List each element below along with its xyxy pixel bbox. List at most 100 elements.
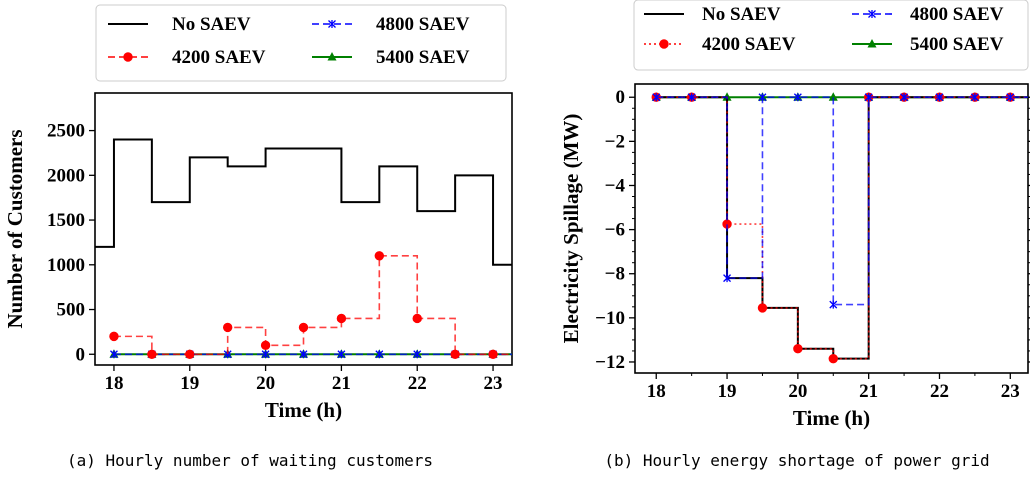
data-point-marker — [652, 93, 661, 102]
legend-label: 4800 SAEV — [910, 4, 1004, 25]
legend-label: No SAEV — [172, 14, 251, 35]
data-point — [185, 349, 195, 359]
figure-caption: (b) Hourly energy shortage of power grid — [604, 451, 989, 470]
legend-marker — [327, 52, 337, 61]
legend-label: No SAEV — [702, 4, 781, 25]
x-tick-label: 22 — [930, 381, 949, 402]
legend: No SAEV 4200 SAEV 4800 SAEV 5400 SAEV — [633, 0, 1029, 71]
data-point — [828, 353, 838, 364]
data-point-marker — [450, 349, 460, 359]
y-tick-label: 1000 — [47, 255, 85, 276]
legend-item: 4800 SAEV — [852, 4, 1004, 25]
legend-marker — [659, 39, 669, 49]
series-line — [656, 96, 1028, 360]
legend-item: 5400 SAEV — [852, 34, 1004, 55]
data-point — [450, 349, 460, 359]
data-point — [299, 350, 308, 359]
data-point — [336, 313, 347, 324]
y-tick-label: 1500 — [47, 210, 85, 231]
y-axis-label: Electricity Spillage (MW) — [559, 114, 583, 344]
legend-item: 4800 SAEV — [312, 14, 470, 35]
data-point — [970, 93, 979, 102]
data-point-marker — [828, 353, 838, 364]
data-point — [687, 93, 696, 102]
legend-marker — [867, 39, 877, 48]
data-point — [260, 340, 271, 351]
legend-label: 4200 SAEV — [172, 47, 266, 68]
data-point-marker — [757, 303, 768, 313]
data-point-marker — [222, 322, 233, 333]
data-point-marker — [374, 251, 385, 261]
data-point — [652, 93, 661, 102]
figure-caption: (a) Hourly number of waiting customers — [67, 451, 433, 470]
data-point — [298, 322, 309, 333]
series-line — [95, 138, 512, 266]
data-point-marker — [828, 92, 838, 101]
series-line — [656, 96, 1028, 306]
data-point-marker — [793, 93, 802, 102]
data-point — [935, 93, 944, 102]
plot-frame — [634, 83, 1029, 374]
data-point-marker — [723, 274, 732, 283]
data-point-marker — [758, 93, 767, 102]
data-point-marker — [900, 93, 909, 102]
y-tick-label: 2500 — [47, 121, 85, 142]
legend-label: 5400 SAEV — [910, 34, 1004, 55]
data-point — [337, 350, 346, 359]
x-axis-label: Time (h) — [793, 406, 870, 430]
x-tick-label: 20 — [256, 373, 275, 394]
data-point-marker — [864, 93, 873, 102]
data-point-marker — [1006, 93, 1015, 102]
x-tick-label: 18 — [647, 381, 666, 402]
series-line — [656, 96, 1028, 360]
data-point — [829, 300, 838, 309]
data-point — [900, 93, 909, 102]
data-point — [222, 322, 233, 333]
data-point-marker — [260, 340, 271, 351]
data-point-marker — [413, 350, 422, 359]
data-point — [261, 350, 270, 359]
data-point-marker — [109, 350, 118, 359]
x-tick-label: 22 — [408, 373, 427, 394]
data-point — [723, 274, 732, 283]
chart-panel-2: 18 19 20 21 22 23 0 −2 −4 −6 −8 −10 −12 Time (h) Elect… — [559, 0, 1030, 470]
data-point — [828, 92, 838, 101]
data-point — [109, 350, 118, 359]
data-point — [413, 350, 422, 359]
x-tick-label: 21 — [859, 381, 878, 402]
data-point-marker — [412, 313, 422, 324]
legend-item: No SAEV — [644, 4, 781, 25]
data-point — [793, 93, 802, 102]
legend-item: 5400 SAEV — [312, 47, 470, 68]
data-point — [375, 350, 384, 359]
legend-frame — [95, 4, 507, 82]
data-point-marker — [337, 350, 346, 359]
data-point — [412, 313, 422, 324]
legend-label: 5400 SAEV — [376, 47, 470, 68]
data-point-marker — [488, 349, 498, 359]
y-tick-label: −2 — [605, 131, 625, 152]
legend-marker — [123, 52, 133, 62]
y-tick-label: −4 — [605, 175, 626, 196]
data-point — [1006, 93, 1015, 102]
data-point-marker — [299, 350, 308, 359]
data-point — [793, 344, 803, 354]
y-tick-label: −10 — [595, 308, 625, 329]
legend: No SAEV 4200 SAEV 4800 SAEV 5400 SAEV — [95, 4, 507, 82]
y-tick-label: −12 — [595, 352, 625, 373]
data-point-marker — [336, 313, 347, 324]
data-point-marker — [687, 93, 696, 102]
data-point-marker — [109, 331, 119, 342]
data-point-marker — [793, 344, 803, 354]
y-tick-label: −6 — [605, 220, 625, 241]
legend-frame — [633, 0, 1029, 71]
data-point — [109, 331, 119, 342]
data-point — [757, 303, 768, 313]
y-tick-label: −8 — [605, 264, 625, 285]
data-point — [147, 349, 157, 359]
x-tick-label: 20 — [788, 381, 807, 402]
x-tick-label: 21 — [332, 373, 351, 394]
legend-label: 4200 SAEV — [702, 34, 796, 55]
x-tick-label: 23 — [1001, 381, 1020, 402]
